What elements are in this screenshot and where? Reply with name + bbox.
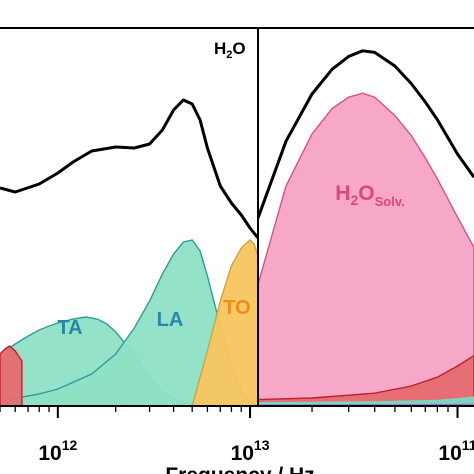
right-series-unlabeled-1-area: [258, 354, 474, 406]
right-tick-label-11: 1011: [438, 437, 474, 465]
left-tick-label-12: 1012: [38, 437, 77, 465]
right-series-h2o-solv-area: [258, 92, 474, 406]
series-label-la: LA: [157, 309, 184, 331]
left-tick-label-13: 1013: [231, 437, 270, 465]
right-panel: [258, 49, 474, 406]
x-axis-label: Frequency / Hz: [165, 464, 314, 474]
left-panel: [0, 98, 258, 406]
left-series-to-area: [191, 239, 258, 406]
left-series-unlabeled-4-line: [0, 98, 258, 239]
right-panel-title: H2O: [214, 39, 246, 61]
right-series-unlabeled-2-area: [258, 396, 474, 406]
right-series-group: [258, 49, 474, 406]
series-label-h2o-solv: H2OSolv.: [335, 182, 404, 209]
series-label-ta: TA: [57, 317, 82, 339]
axis-ticks: [0, 406, 459, 418]
series-label-to: TO: [223, 297, 250, 319]
left-series-group: [0, 98, 258, 406]
labels: 1012 1013 1011 Frequency / Hz H2O TA LA TO H2OSo…: [38, 39, 474, 474]
left-series-unlabeled-3-area: [0, 345, 23, 406]
right-series-unlabeled-4-line: [258, 49, 474, 219]
